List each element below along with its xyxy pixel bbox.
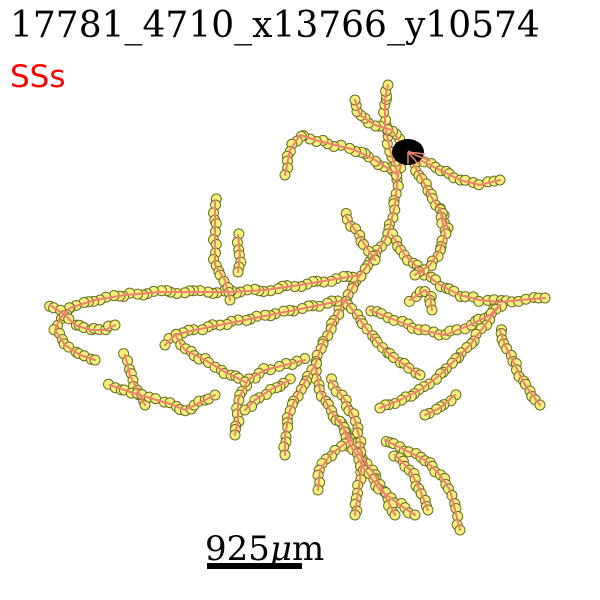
neurite-segment [384,84,399,176]
scale-bar [207,563,302,569]
soma-connection [407,151,431,162]
neurite-segment [314,149,406,516]
scale-bar-value: 925 [205,529,270,569]
neurite-segment [391,234,546,303]
scale-bar-label: 925μm [205,528,324,570]
neurite-segment [54,307,96,361]
neurite-segment [124,354,146,406]
neurite-segment [164,299,346,346]
soma-connection [407,151,421,167]
soma-cluster [392,139,431,167]
neurite-segment [344,214,376,261]
neurite-nodes [44,79,551,536]
neurite-segment [354,99,406,151]
neurite-segment [214,199,231,301]
cell-type-label: SSs [10,59,66,95]
neurite-segment [369,304,501,336]
neurite-segment [284,134,399,176]
neurite-segment [49,304,116,331]
neurite-segment [394,454,429,511]
neurite-segment [244,379,291,411]
neurite-segment [344,299,421,376]
neurite-segment [499,329,541,406]
neurite-segment [379,304,501,409]
scale-bar-unit-mu: μ [269,529,293,569]
soma-connection [407,151,426,155]
neurite-segment [234,359,306,436]
neurite-segment [409,289,433,311]
neurite-segment [384,439,461,531]
figure-title: 17781_4710_x13766_y10574 [10,5,540,46]
neurite-segment [174,334,246,383]
neurite-segment [284,364,316,456]
neurite-segment [237,234,241,273]
neurite-segment [414,207,446,276]
neurite-segment [404,149,449,229]
neurite-segment [424,394,456,416]
neurite-segment [329,379,363,516]
scale-bar-unit-rest: m [292,529,325,569]
neurite-segment [109,384,216,411]
neurite-segment [317,439,351,491]
neurite-segment [69,274,361,309]
